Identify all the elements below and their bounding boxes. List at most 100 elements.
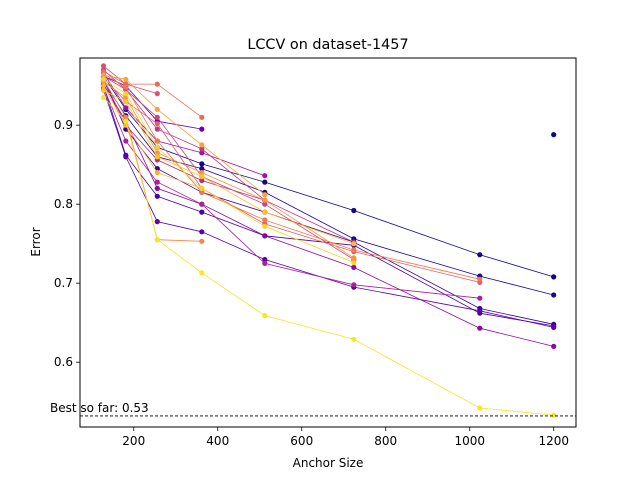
- data-point: [551, 292, 557, 298]
- data-point: [154, 126, 160, 132]
- data-point: [100, 72, 107, 78]
- series-21: [100, 76, 357, 266]
- data-point: [351, 260, 357, 266]
- data-point: [262, 179, 268, 185]
- series-line: [103, 78, 354, 263]
- data-point: [100, 63, 107, 69]
- data-point: [262, 313, 268, 319]
- data-point: [199, 185, 205, 191]
- data-point: [154, 237, 160, 243]
- x-axis-label: Anchor Size: [293, 456, 364, 470]
- data-point: [551, 412, 557, 418]
- data-point: [199, 142, 205, 148]
- data-point: [154, 91, 160, 97]
- data-point: [123, 138, 129, 144]
- data-point: [100, 87, 107, 93]
- data-point: [154, 106, 160, 112]
- x-tick-label: 400: [206, 434, 229, 448]
- data-point: [154, 166, 160, 172]
- data-point: [123, 118, 129, 124]
- data-point: [199, 126, 205, 132]
- series-20: [100, 87, 357, 247]
- series-23: [551, 132, 557, 138]
- data-point: [477, 325, 483, 331]
- x-tick-label: 1000: [454, 434, 485, 448]
- plot-frame: [79, 57, 577, 428]
- data-point: [477, 308, 483, 314]
- y-tick-label: 0.9: [54, 118, 73, 132]
- data-point: [351, 282, 357, 288]
- data-point: [351, 207, 357, 214]
- data-point: [551, 132, 557, 138]
- chart-title: LCCV on dataset-1457: [247, 37, 408, 53]
- data-point: [199, 114, 205, 120]
- data-point: [262, 217, 268, 223]
- series-line: [103, 85, 202, 189]
- data-point: [154, 185, 160, 191]
- data-point: [262, 256, 268, 263]
- data-point: [123, 154, 129, 160]
- x-axis-ticks: 200 400 600 800 1000 1200: [122, 427, 569, 448]
- data-point: [477, 295, 483, 301]
- data-point: [351, 247, 357, 253]
- data-point: [199, 209, 205, 215]
- data-point: [154, 179, 160, 185]
- data-point: [351, 336, 357, 342]
- series-22: [100, 94, 557, 418]
- data-point: [199, 238, 205, 244]
- series-line: [103, 75, 355, 260]
- data-point: [262, 223, 268, 229]
- best-so-far-label: Best so far: 0.53: [50, 401, 149, 415]
- series-line: [103, 81, 355, 259]
- series-line: [103, 79, 202, 242]
- data-point: [199, 177, 205, 184]
- y-axis-label: Error: [29, 227, 43, 256]
- x-tick-label: 600: [290, 434, 313, 448]
- data-point: [262, 173, 268, 179]
- data-point: [100, 83, 107, 89]
- series-18: [100, 72, 268, 198]
- data-point: [199, 166, 205, 172]
- data-point: [351, 264, 357, 270]
- data-point: [551, 343, 557, 349]
- data-point: [199, 189, 205, 195]
- y-tick-label: 0.8: [54, 197, 73, 211]
- x-tick-label: 800: [374, 434, 397, 448]
- data-point: [154, 170, 160, 176]
- best-line-layer: Best so far: 0.53: [50, 401, 576, 417]
- series-line: [103, 97, 554, 416]
- data-point: [154, 219, 160, 225]
- series-line: [103, 85, 554, 327]
- series-line: [103, 89, 554, 328]
- data-point: [123, 98, 129, 105]
- data-point: [123, 114, 129, 120]
- data-point: [100, 76, 107, 82]
- data-point: [262, 209, 268, 215]
- data-point: [477, 252, 483, 258]
- data-point: [199, 146, 205, 152]
- y-axis-ticks: 0.6 0.7 0.8 0.9: [54, 118, 80, 369]
- data-point: [100, 94, 107, 101]
- data-point: [551, 274, 557, 280]
- series-layer: [100, 63, 557, 418]
- data-point: [262, 197, 268, 203]
- data-point: [199, 161, 205, 167]
- data-point: [154, 193, 160, 199]
- data-point: [154, 121, 160, 127]
- data-point: [477, 276, 483, 282]
- series-15: [100, 71, 483, 282]
- data-point: [351, 255, 357, 261]
- data-point: [262, 260, 268, 266]
- data-point: [123, 76, 129, 82]
- series-line: [103, 79, 554, 325]
- series-line: [103, 90, 354, 245]
- data-point: [199, 229, 205, 235]
- data-point: [199, 150, 205, 156]
- y-tick-label: 0.7: [54, 276, 73, 290]
- series-line: [103, 75, 554, 278]
- data-point: [262, 192, 268, 198]
- data-point: [551, 324, 557, 330]
- data-point: [123, 105, 129, 111]
- data-point: [123, 84, 129, 90]
